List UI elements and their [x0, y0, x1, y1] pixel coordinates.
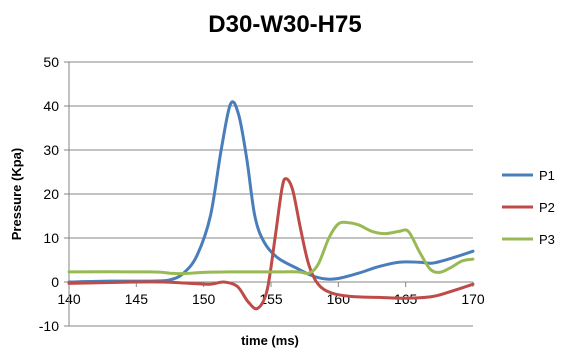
x-tick-label: 170 [461, 291, 485, 307]
y-axis-label: Pressure (Kpa) [9, 148, 24, 240]
y-tick-label: 50 [43, 54, 59, 70]
series-line-p1 [67, 100, 475, 284]
legend: P1 P2 P3 [502, 168, 555, 247]
y-tick-label: 10 [43, 230, 59, 246]
chart-title: D30-W30-H75 [208, 11, 361, 38]
legend-label-p3: P3 [539, 232, 555, 247]
y-tick-label: 20 [43, 186, 59, 202]
series-line-p3 [67, 220, 475, 276]
y-tick-label: 30 [43, 142, 59, 158]
y-tick-label: 40 [43, 98, 59, 114]
x-axis-ticks: 140 145 150 155 160 165 170 [57, 282, 485, 307]
x-tick-label: 145 [125, 291, 149, 307]
x-axis-label: time (ms) [241, 333, 299, 348]
y-axis-ticks: -10 0 10 20 30 40 50 [39, 54, 69, 334]
y-tick-label: 0 [51, 274, 59, 290]
series-lines [67, 100, 475, 311]
y-tick-label: -10 [39, 318, 59, 334]
x-tick-label: 150 [192, 291, 216, 307]
legend-label-p1: P1 [539, 168, 555, 183]
legend-label-p2: P2 [539, 200, 555, 215]
series-line-p2 [67, 177, 475, 311]
